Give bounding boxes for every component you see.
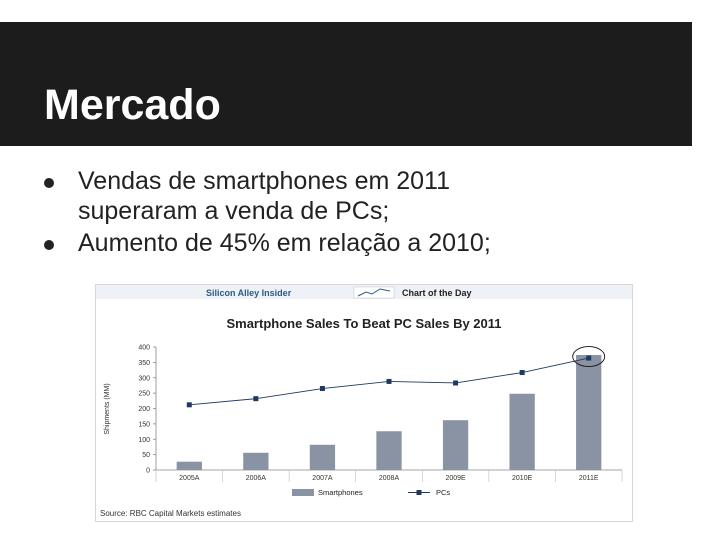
chart-title: Smartphone Sales To Beat PC Sales By 201…	[226, 316, 501, 331]
banner-label: Chart of the Day	[402, 288, 472, 298]
bar-smartphones	[176, 461, 202, 470]
point-pcs	[386, 378, 392, 384]
point-pcs	[586, 355, 592, 361]
chart-image: Silicon Alley Insider Chart of the Day S…	[95, 284, 633, 522]
bullet-item: Vendas de smartphones em 2011 superaram …	[0, 166, 548, 226]
point-pcs	[186, 402, 192, 408]
banner-publisher: Silicon Alley Insider	[206, 288, 292, 298]
bar-smartphones	[509, 393, 535, 470]
point-pcs	[319, 386, 325, 392]
bullet-item: Aumento de 45% em relação a 2010;	[0, 228, 548, 258]
point-pcs	[519, 370, 525, 376]
title-bar	[0, 22, 692, 146]
slide-title: Mercado	[44, 81, 221, 129]
legend-label-pcs: PCs	[436, 488, 450, 497]
y-tick-label: 50	[142, 452, 150, 459]
y-tick-label: 400	[138, 345, 150, 352]
point-pcs	[453, 380, 459, 386]
bar-smartphones	[243, 452, 269, 470]
bullet-text: Vendas de smartphones em 2011 superaram …	[78, 167, 451, 225]
bullet-dot-icon	[44, 240, 54, 250]
bullet-list: Vendas de smartphones em 2011 superaram …	[0, 166, 692, 260]
legend-label-smartphones: Smartphones	[318, 488, 363, 497]
x-tick-label: 2005A	[179, 475, 200, 482]
y-tick-label: 200	[138, 406, 150, 413]
chart-svg: Silicon Alley Insider Chart of the Day S…	[96, 285, 632, 518]
x-tick-label: 2011E	[579, 475, 599, 482]
y-tick-label: 250	[138, 391, 150, 398]
y-axis-label: Shipments (MM)	[104, 383, 111, 434]
bar-smartphones	[376, 431, 402, 470]
x-tick-label: 2010E	[512, 475, 533, 482]
y-tick-label: 100	[138, 437, 150, 444]
legend-marker-pcs	[416, 490, 422, 495]
bullet-dot-icon	[44, 178, 54, 188]
y-tick-label: 150	[138, 421, 150, 428]
y-tick-label: 0	[146, 468, 150, 475]
y-tick-label: 300	[138, 375, 150, 382]
x-tick-label: 2006A	[246, 475, 267, 482]
point-pcs	[253, 396, 259, 402]
highlight-circle	[572, 346, 606, 367]
bar-smartphones	[442, 420, 469, 470]
chart-source: Source: RBC Capital Markets estimates	[100, 509, 241, 518]
bar-smartphones	[309, 444, 336, 470]
trend-icon	[353, 286, 395, 299]
x-tick-label: 2009E	[445, 475, 466, 482]
x-tick-label: 2007A	[312, 475, 333, 482]
bar-smartphones	[576, 354, 602, 470]
legend-swatch-smartphones	[292, 489, 314, 496]
y-tick-label: 350	[138, 360, 150, 367]
x-tick-label: 2008A	[379, 475, 400, 482]
bullet-text: Aumento de 45% em relação a 2010;	[78, 229, 491, 257]
